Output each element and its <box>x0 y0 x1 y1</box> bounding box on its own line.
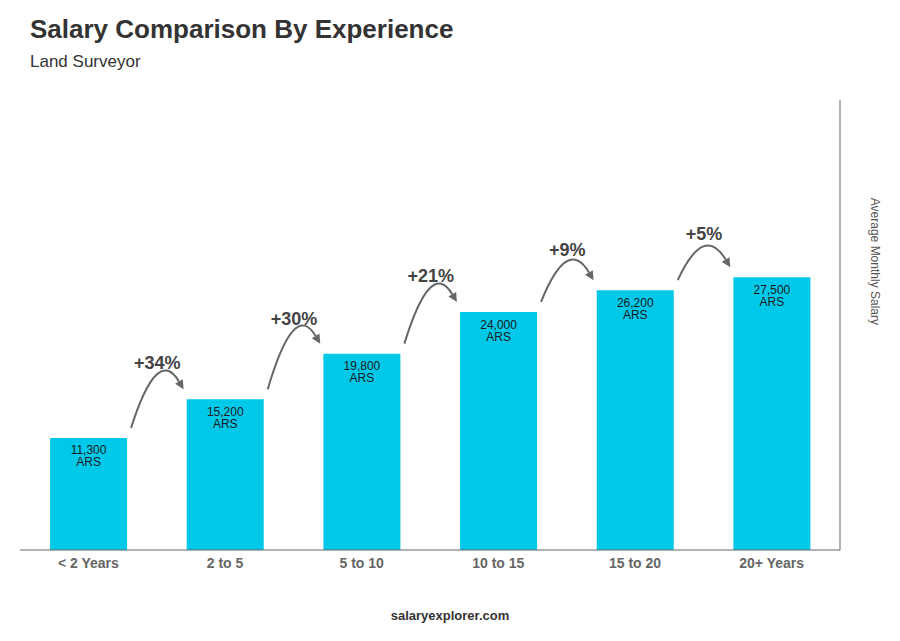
svg-text:+30%: +30% <box>271 309 318 329</box>
svg-text:2 to 5: 2 to 5 <box>207 555 244 571</box>
svg-text:5 to 10: 5 to 10 <box>339 555 384 571</box>
svg-text:+21%: +21% <box>407 266 454 286</box>
svg-text:+5%: +5% <box>686 224 723 244</box>
svg-text:15 to 20: 15 to 20 <box>609 555 661 571</box>
svg-text:24,000ARS: 24,000ARS <box>480 318 517 344</box>
svg-text:20+ Years: 20+ Years <box>739 555 804 571</box>
svg-text:15,200ARS: 15,200ARS <box>207 405 244 431</box>
html-text:salaryexplorer.com: salaryexplorer.com <box>390 608 510 623</box>
svg-text:19,800ARS: 19,800ARS <box>344 359 381 385</box>
svg-text:27,500ARS: 27,500ARS <box>754 283 791 309</box>
svg-text:+34%: +34% <box>134 353 181 373</box>
svg-text:Average Monthly Salary: Average Monthly Salary <box>868 198 882 325</box>
svg-text:26,200ARS: 26,200ARS <box>617 296 654 322</box>
svg-text:+9%: +9% <box>549 240 586 260</box>
html-text:Land Surveyor: Land Surveyor <box>30 52 141 71</box>
svg-text:< 2 Years: < 2 Years <box>58 555 119 571</box>
svg-text:11,300ARS: 11,300ARS <box>71 443 107 469</box>
svg-text:10 to 15: 10 to 15 <box>472 555 524 571</box>
html-text:Salary Comparison By Experienc: Salary Comparison By Experience <box>30 14 454 44</box>
